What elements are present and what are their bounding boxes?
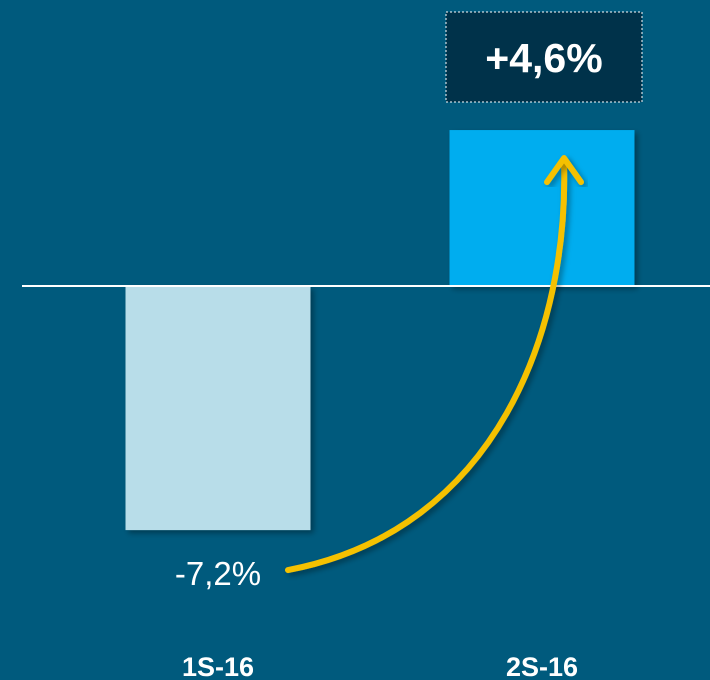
trend-arrow [285,159,568,574]
bar-2S-16 [449,130,635,286]
category-label-2S-16: 2S-16 [506,652,578,680]
bar-1S-16 [125,286,311,531]
data-label-box-2S-16 [445,11,643,103]
data-label-2S-16: +4,6% [485,35,602,81]
data-label-1S-16: -7,2% [175,555,261,592]
bars-layer [125,130,635,531]
category-label-1S-16: 1S-16 [182,652,254,680]
trend-arrow-head-icon [544,155,584,186]
labels-layer: 1S-16 2S-16 -7,2% +4,6% [175,11,643,680]
